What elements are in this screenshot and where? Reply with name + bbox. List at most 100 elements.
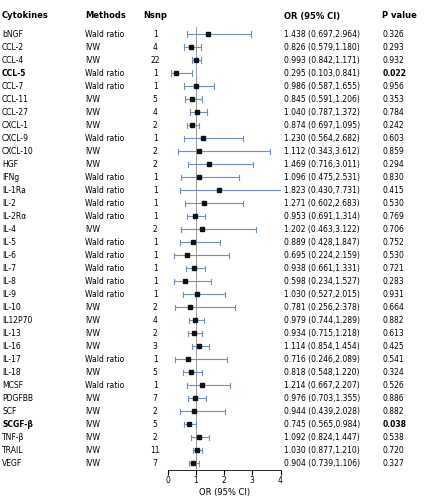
Text: IVW: IVW: [85, 160, 100, 168]
Text: Wald ratio: Wald ratio: [85, 212, 124, 220]
Text: Wald ratio: Wald ratio: [85, 82, 124, 90]
Text: 0.953 (0.691,1.314): 0.953 (0.691,1.314): [284, 212, 360, 220]
Text: 1.096 (0.475,2.531): 1.096 (0.475,2.531): [284, 172, 360, 182]
Text: P value: P value: [382, 12, 417, 20]
Text: 2: 2: [153, 433, 158, 442]
Text: 1.823 (0.430,7.731): 1.823 (0.430,7.731): [284, 186, 360, 194]
Text: IL-2: IL-2: [2, 198, 16, 207]
Text: 0.294: 0.294: [382, 160, 404, 168]
Text: IL12P70: IL12P70: [2, 316, 32, 325]
Text: 0.889 (0.428,1.847): 0.889 (0.428,1.847): [284, 238, 360, 246]
Text: 2: 2: [153, 224, 158, 234]
Text: CCL-7: CCL-7: [2, 82, 24, 90]
Text: 5: 5: [153, 420, 158, 429]
Text: SCGF-β: SCGF-β: [2, 420, 33, 429]
Text: IVW: IVW: [85, 94, 100, 104]
Text: 0.859: 0.859: [382, 146, 404, 156]
Text: 0.526: 0.526: [382, 381, 404, 390]
Text: IVW: IVW: [85, 342, 100, 351]
Text: IL-9: IL-9: [2, 290, 16, 299]
Text: IL-7: IL-7: [2, 264, 16, 273]
Text: 4: 4: [153, 108, 158, 116]
Text: Wald ratio: Wald ratio: [85, 381, 124, 390]
Text: 1: 1: [153, 134, 158, 142]
Text: CCL-27: CCL-27: [2, 108, 29, 116]
Text: Wald ratio: Wald ratio: [85, 238, 124, 246]
Text: 1.112 (0.343,3.612): 1.112 (0.343,3.612): [284, 146, 360, 156]
Text: 0.993 (0.842,1.171): 0.993 (0.842,1.171): [284, 56, 360, 64]
Text: 0.541: 0.541: [382, 355, 404, 364]
Text: 0.830: 0.830: [382, 172, 404, 182]
Text: IVW: IVW: [85, 329, 100, 338]
Text: 1.030 (0.877,1.210): 1.030 (0.877,1.210): [284, 446, 360, 455]
Text: Wald ratio: Wald ratio: [85, 186, 124, 194]
Text: 0.882: 0.882: [382, 407, 404, 416]
Text: 5: 5: [153, 94, 158, 104]
Text: CCL-5: CCL-5: [2, 68, 26, 78]
Text: 1: 1: [153, 251, 158, 260]
Text: 0.283: 0.283: [382, 277, 404, 286]
Text: Wald ratio: Wald ratio: [85, 277, 124, 286]
Text: CXCL-1: CXCL-1: [2, 120, 29, 130]
Text: IVW: IVW: [85, 420, 100, 429]
Text: Methods: Methods: [85, 12, 126, 20]
Text: Wald ratio: Wald ratio: [85, 198, 124, 207]
Text: Wald ratio: Wald ratio: [85, 134, 124, 142]
Text: IVW: IVW: [85, 303, 100, 312]
Text: TRAIL: TRAIL: [2, 446, 24, 455]
Text: IL-2Rα: IL-2Rα: [2, 212, 26, 220]
Text: 1.469 (0.716,3.011): 1.469 (0.716,3.011): [284, 160, 360, 168]
Text: IL-16: IL-16: [2, 342, 21, 351]
Text: 0.598 (0.234,1.527): 0.598 (0.234,1.527): [284, 277, 360, 286]
Text: IVW: IVW: [85, 433, 100, 442]
Text: 11: 11: [150, 446, 160, 455]
Text: 1: 1: [153, 172, 158, 182]
Text: 0.706: 0.706: [382, 224, 404, 234]
Text: 0.293: 0.293: [382, 42, 404, 51]
Text: 1: 1: [153, 381, 158, 390]
Text: 0.022: 0.022: [382, 68, 406, 78]
Text: Wald ratio: Wald ratio: [85, 172, 124, 182]
Text: 0.826 (0.579,1.180): 0.826 (0.579,1.180): [284, 42, 360, 51]
Text: 0.242: 0.242: [382, 120, 404, 130]
Text: 0.721: 0.721: [382, 264, 404, 273]
Text: Wald ratio: Wald ratio: [85, 290, 124, 299]
Text: HGF: HGF: [2, 160, 18, 168]
Text: 3: 3: [153, 342, 158, 351]
Text: 0.938 (0.661,1.331): 0.938 (0.661,1.331): [284, 264, 360, 273]
Text: 5: 5: [153, 368, 158, 377]
Text: 1: 1: [153, 277, 158, 286]
Text: SCF: SCF: [2, 407, 17, 416]
Text: 2: 2: [153, 303, 158, 312]
Text: 1: 1: [153, 82, 158, 90]
Text: 0.720: 0.720: [382, 446, 404, 455]
Text: Cytokines: Cytokines: [2, 12, 49, 20]
Text: 1.092 (0.824,1.447): 1.092 (0.824,1.447): [284, 433, 360, 442]
Text: 0.695 (0.224,2.159): 0.695 (0.224,2.159): [284, 251, 360, 260]
Text: 1: 1: [153, 238, 158, 246]
Text: 0.979 (0.744,1.289): 0.979 (0.744,1.289): [284, 316, 360, 325]
Text: 0.845 (0.591,1.206): 0.845 (0.591,1.206): [284, 94, 360, 104]
Text: IL-6: IL-6: [2, 251, 16, 260]
Text: 22: 22: [150, 56, 160, 64]
Text: Nsnp: Nsnp: [143, 12, 167, 20]
Text: 0.986 (0.587,1.655): 0.986 (0.587,1.655): [284, 82, 360, 90]
Text: IVW: IVW: [85, 108, 100, 116]
Text: 1.114 (0.854,1.454): 1.114 (0.854,1.454): [284, 342, 360, 351]
Text: 1: 1: [153, 264, 158, 273]
Text: 0.530: 0.530: [382, 251, 404, 260]
Text: 0.295 (0.103,0.841): 0.295 (0.103,0.841): [284, 68, 360, 78]
Text: 1: 1: [153, 198, 158, 207]
Text: IL-4: IL-4: [2, 224, 16, 234]
Text: IL-5: IL-5: [2, 238, 16, 246]
Text: 0.603: 0.603: [382, 134, 404, 142]
Text: 0.353: 0.353: [382, 94, 404, 104]
Text: IL-10: IL-10: [2, 303, 21, 312]
Text: Wald ratio: Wald ratio: [85, 30, 124, 38]
Text: IVW: IVW: [85, 446, 100, 455]
Text: 0.326: 0.326: [382, 30, 404, 38]
Text: 0.613: 0.613: [382, 329, 404, 338]
Text: Wald ratio: Wald ratio: [85, 355, 124, 364]
Text: 2: 2: [153, 329, 158, 338]
Text: 1.271 (0.602,2.683): 1.271 (0.602,2.683): [284, 198, 360, 207]
